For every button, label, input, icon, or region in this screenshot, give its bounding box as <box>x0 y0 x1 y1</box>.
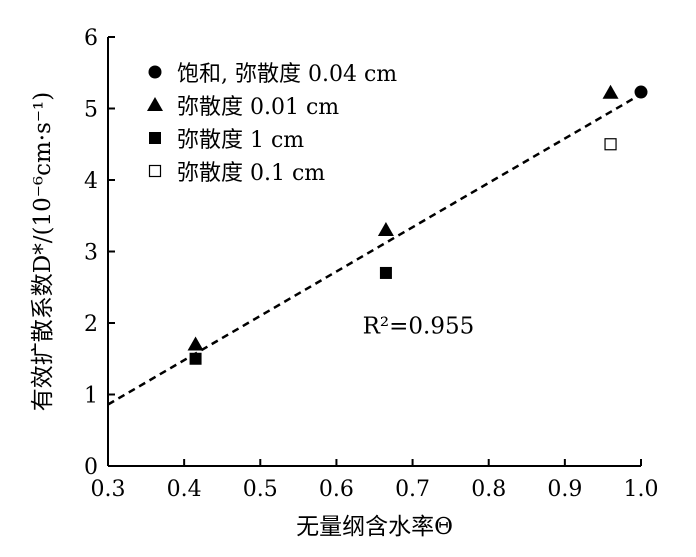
x-tick-label: 0.7 <box>395 477 430 502</box>
y-tick-label: 6 <box>84 26 98 51</box>
x-tick-label: 0.6 <box>319 477 354 502</box>
y-axis-title: 有效扩散系数D*/(10⁻⁶cm·s⁻¹) <box>30 92 56 411</box>
x-tick-label: 0.9 <box>547 477 582 502</box>
legend-marker-2 <box>149 132 161 144</box>
y-tick-label: 4 <box>84 169 98 194</box>
data-point-series-1-0 <box>187 336 204 351</box>
data-point-series-2-1 <box>379 266 392 279</box>
legend-label-2: 弥散度 1 cm <box>177 128 304 153</box>
x-tick-label: 0.5 <box>243 477 278 502</box>
x-tick-label: 1.0 <box>624 477 659 502</box>
data-point-series-1-1 <box>377 222 394 237</box>
legend-marker-0 <box>148 65 162 79</box>
y-tick-label: 3 <box>84 241 98 266</box>
x-axis-title: 无量纲含水率Θ <box>296 514 453 540</box>
r-squared-annotation: R²=0.955 <box>363 313 475 339</box>
y-tick-label: 1 <box>84 384 98 409</box>
y-tick-label: 0 <box>84 455 98 480</box>
data-point-series-1-2 <box>602 84 619 99</box>
data-point-series-3-0 <box>604 138 617 151</box>
legend-label-1: 弥散度 0.01 cm <box>177 95 339 120</box>
y-tick-label: 5 <box>84 98 98 123</box>
x-tick-label: 0.8 <box>471 477 506 502</box>
y-tick-label: 2 <box>84 312 98 337</box>
legend-label-3: 弥散度 0.1 cm <box>177 161 325 186</box>
legend-marker-1 <box>147 97 163 111</box>
x-tick-label: 0.3 <box>91 477 126 502</box>
data-point-series-2-0 <box>189 352 202 365</box>
legend-marker-3 <box>148 164 162 178</box>
data-point-series-0-0 <box>634 85 648 99</box>
x-tick-label: 0.4 <box>167 477 202 502</box>
legend-label-0: 饱和, 弥散度 0.04 cm <box>177 62 397 87</box>
